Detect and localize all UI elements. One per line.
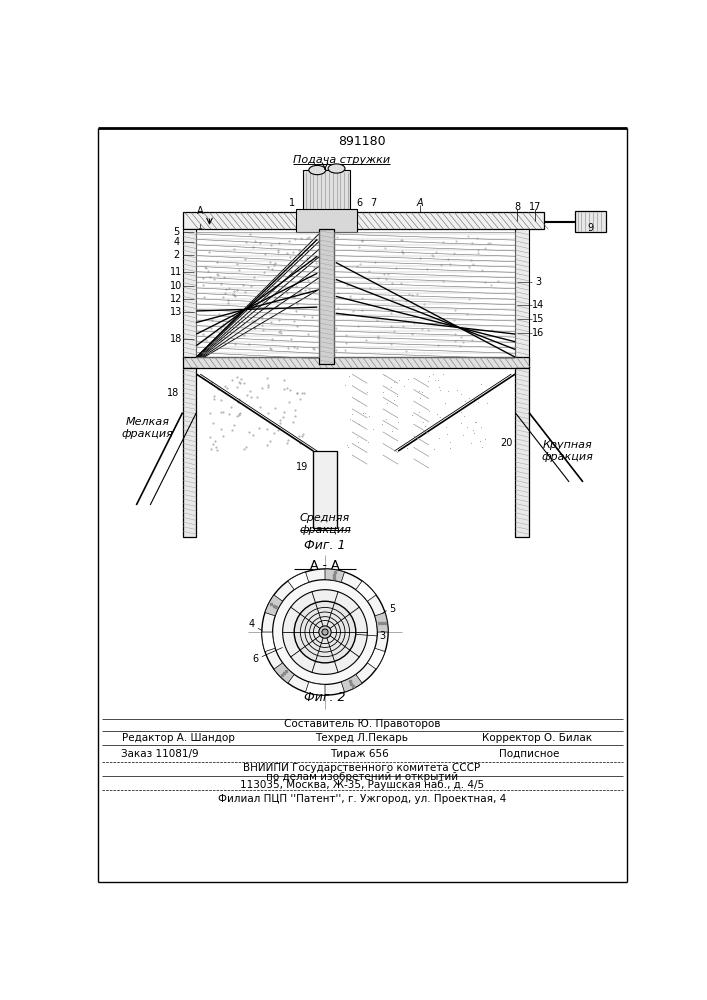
Ellipse shape <box>309 165 326 175</box>
Wedge shape <box>305 682 325 695</box>
Bar <box>575 211 606 232</box>
Text: 11: 11 <box>170 267 182 277</box>
Wedge shape <box>341 674 362 692</box>
Wedge shape <box>375 613 388 632</box>
Text: 113035, Москва, Ж-35, Раушская наб., д. 4/5: 113035, Москва, Ж-35, Раушская наб., д. … <box>240 780 484 790</box>
Text: 5: 5 <box>173 227 180 237</box>
Text: 18: 18 <box>167 388 180 398</box>
Text: 9: 9 <box>588 223 594 233</box>
Text: А - А: А - А <box>310 559 340 572</box>
Bar <box>515 229 529 360</box>
Text: 10: 10 <box>170 281 182 291</box>
Text: 3: 3 <box>380 631 386 641</box>
Text: по делам изобретений и открытий: по делам изобретений и открытий <box>266 772 458 782</box>
Bar <box>296 209 357 232</box>
Bar <box>313 451 337 528</box>
Text: 4: 4 <box>173 237 180 247</box>
Text: 12: 12 <box>170 294 182 304</box>
Text: Тираж 656: Тираж 656 <box>330 749 389 759</box>
Text: 6: 6 <box>252 654 259 664</box>
Text: 20: 20 <box>500 438 512 448</box>
Wedge shape <box>288 572 309 590</box>
Wedge shape <box>265 595 283 616</box>
Text: Подписное: Подписное <box>499 749 559 759</box>
Text: Составитель Ю. Правоторов: Составитель Ю. Правоторов <box>284 719 440 729</box>
Wedge shape <box>368 648 385 669</box>
Bar <box>319 229 334 364</box>
Text: Заказ 11081/9: Заказ 11081/9 <box>121 749 198 759</box>
Circle shape <box>283 590 368 674</box>
Circle shape <box>262 569 388 695</box>
Text: Редактор А. Шандор: Редактор А. Шандор <box>122 733 235 743</box>
Bar <box>182 368 197 537</box>
Wedge shape <box>262 632 275 652</box>
Circle shape <box>319 626 331 638</box>
Text: 1: 1 <box>289 198 295 208</box>
Text: 6: 6 <box>356 198 363 208</box>
Text: Мелкая
фракция: Мелкая фракция <box>122 417 174 439</box>
Text: 17: 17 <box>529 202 542 212</box>
Polygon shape <box>303 170 350 212</box>
Text: Крупная
фракция: Крупная фракция <box>542 440 593 462</box>
Text: 13: 13 <box>170 307 182 317</box>
Text: Техред Л.Пекарь: Техред Л.Пекарь <box>315 733 409 743</box>
Text: 16: 16 <box>532 328 544 338</box>
Circle shape <box>273 580 378 684</box>
Text: 4: 4 <box>249 619 255 629</box>
Text: 19: 19 <box>296 462 308 472</box>
Text: 18: 18 <box>170 334 182 344</box>
Text: 2: 2 <box>173 250 180 260</box>
Wedge shape <box>325 569 344 582</box>
Text: ВНИИПИ Государственного комитета СССР: ВНИИПИ Государственного комитета СССР <box>243 763 481 773</box>
Text: 5: 5 <box>390 604 396 614</box>
Wedge shape <box>274 663 294 683</box>
Text: Фиг. 1: Фиг. 1 <box>304 539 346 552</box>
Text: 8: 8 <box>515 202 520 212</box>
Text: 7: 7 <box>370 198 377 208</box>
Text: 891180: 891180 <box>338 135 386 148</box>
Text: Фиг. 2: Фиг. 2 <box>304 691 346 704</box>
Bar <box>182 229 197 360</box>
Text: 15: 15 <box>532 314 544 324</box>
Circle shape <box>294 601 356 663</box>
Text: 3: 3 <box>535 277 542 287</box>
Bar <box>182 357 529 368</box>
Ellipse shape <box>328 164 345 173</box>
Text: ↓: ↓ <box>197 223 204 232</box>
Text: А: А <box>197 206 204 216</box>
Wedge shape <box>356 581 376 601</box>
Text: Средняя
фракция: Средняя фракция <box>299 513 351 535</box>
Text: Корректор О. Билак: Корректор О. Билак <box>481 733 592 743</box>
Text: Филиал ПЦП ''Патент'', г. Ужгород, ул. Проектная, 4: Филиал ПЦП ''Патент'', г. Ужгород, ул. П… <box>218 794 506 804</box>
Text: Подача стружки: Подача стружки <box>293 155 390 165</box>
Bar <box>182 212 544 229</box>
Text: А: А <box>416 198 423 208</box>
Text: 14: 14 <box>532 300 544 310</box>
Bar <box>515 368 529 537</box>
Circle shape <box>322 629 328 635</box>
